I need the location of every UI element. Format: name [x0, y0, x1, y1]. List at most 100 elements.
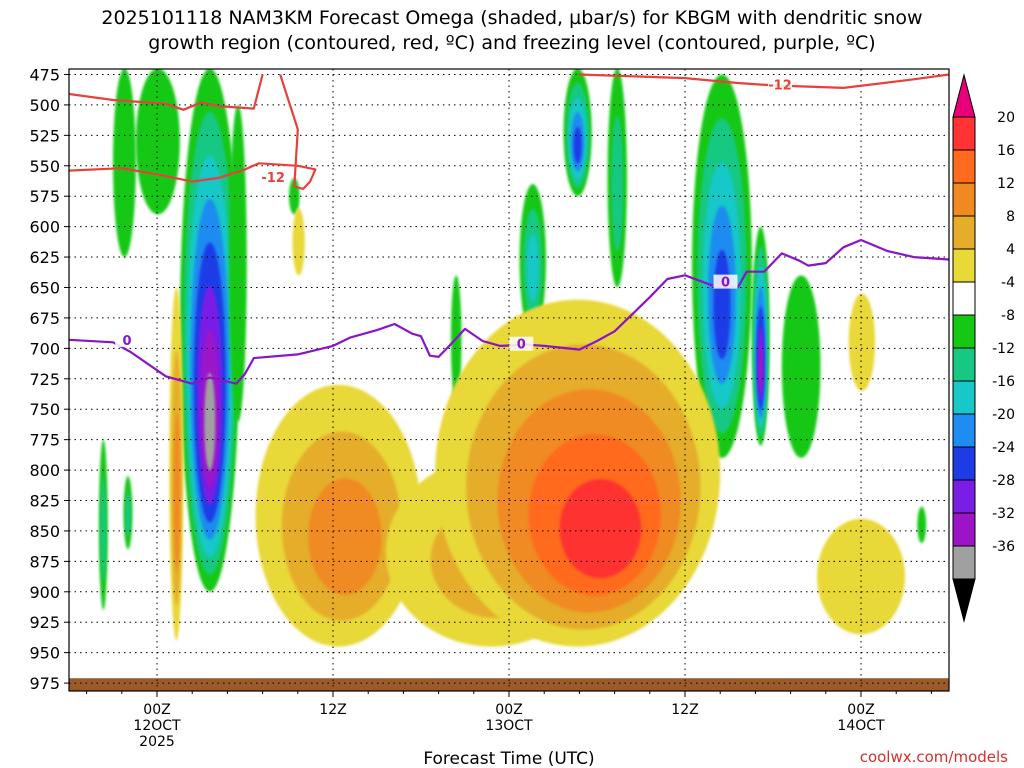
colorbar-label-3: 8	[1006, 209, 1015, 225]
colorbar-swatch-0	[952, 116, 976, 151]
omega-level--16	[526, 233, 539, 302]
terrain-fill	[69, 678, 949, 691]
omega-level--8	[781, 275, 821, 458]
x-tick-label-0-1: 12OCT	[133, 718, 181, 734]
colorbar-swatch-13	[952, 545, 976, 580]
colorbar-swatch-9	[952, 413, 976, 448]
x-tick-label-2-0: 00Z	[495, 702, 522, 718]
omega-field-positive-19	[169, 287, 184, 641]
y-tick-label-900: 900	[29, 583, 60, 602]
chart-title-line2: growth region (contoured, red, ºC) and f…	[148, 32, 875, 54]
contour-label-0-b: 0	[517, 338, 526, 353]
colorbar-swatch-7	[952, 347, 976, 382]
y-tick-label-525: 525	[29, 126, 60, 145]
contour-label-m12-b: -12	[768, 78, 792, 93]
colorbar-swatch-1	[952, 149, 976, 184]
contour-label-m12-a-bg	[261, 169, 286, 184]
colorbar-top-arrow	[952, 73, 976, 118]
colorbar-swatch-10	[952, 446, 976, 481]
colorbar-label-4: 4	[1006, 242, 1015, 258]
colorbar-label-11: -28	[992, 473, 1015, 489]
contour-label-m12-b-bg	[768, 77, 793, 92]
y-tick-label-775: 775	[29, 431, 60, 450]
omega-field-positive-16	[255, 384, 421, 647]
omega-field-negative-4	[135, 69, 180, 215]
contour-label-0-a: 0	[123, 334, 132, 349]
omega-field-negative-11	[751, 226, 770, 446]
y-tick-label-950: 950	[29, 644, 60, 663]
y-tick-label-975: 975	[29, 674, 60, 693]
y-tick-label-800: 800	[29, 461, 60, 480]
omega-level--8	[113, 69, 136, 258]
y-tick-label-750: 750	[29, 400, 60, 419]
colorbar-swatch-4	[952, 248, 976, 283]
chart-title-line1: 2025101118 NAM3KM Forecast Omega (shaded…	[101, 7, 922, 29]
contour-line-dendritic-growth-region-1	[69, 74, 317, 190]
omega-field-negative-13	[917, 506, 927, 544]
omega-level-12	[173, 413, 181, 571]
colorbar-label-9: -20	[992, 407, 1015, 423]
omega-field-negative-1	[123, 476, 133, 550]
omega-level--32	[758, 345, 763, 393]
omega-shading	[98, 69, 927, 647]
y-tick-label-475: 475	[29, 65, 60, 84]
omega-field-negative-9	[607, 69, 627, 288]
omega-field-negative-7	[519, 184, 546, 337]
omega-field-negative-3	[179, 69, 240, 592]
credit-text[interactable]: coolwx.com/models	[860, 748, 1008, 766]
omega-level--12	[100, 476, 107, 582]
omega-field-positive-20	[817, 518, 905, 635]
grid-lines	[69, 69, 949, 691]
omega-field-positive-18	[435, 299, 721, 647]
colorbar-label-6: -8	[1001, 308, 1015, 324]
colorbar-swatch-11	[952, 479, 976, 514]
x-tick-label-4-1: 14OCT	[837, 718, 885, 734]
omega-level--8	[917, 506, 927, 544]
colorbar-label-12: -32	[992, 506, 1015, 522]
y-tick-label-575: 575	[29, 187, 60, 206]
terrain-surface	[69, 678, 949, 691]
omega-level--24	[573, 126, 582, 164]
x-tick-label-0-2: 2025	[139, 734, 175, 750]
colorbar-label-2: 12	[997, 176, 1015, 192]
omega-level-4	[817, 518, 905, 635]
y-tick-label-650: 650	[29, 278, 60, 297]
colorbar: 20 16 12 8 4 -4 -8 -12 -16 -20 -24 -28 -32 -36	[952, 73, 1015, 623]
colorbar-swatch-6	[952, 314, 976, 349]
y-tick-label-500: 500	[29, 96, 60, 115]
omega-field-negative-12	[781, 275, 821, 458]
colorbar-swatch-3	[952, 215, 976, 250]
y-tick-label-875: 875	[29, 552, 60, 571]
x-axis-title: Forecast Time (UTC)	[423, 749, 594, 768]
omega-level--12	[125, 492, 131, 537]
colorbar-label-5: -4	[1001, 275, 1015, 291]
y-tick-label-925: 925	[29, 613, 60, 632]
y-tick-label-825: 825	[29, 492, 60, 511]
colorbar-swatch-12	[952, 512, 976, 547]
colorbar-swatch-5	[952, 281, 976, 316]
y-tick-label-700: 700	[29, 339, 60, 358]
omega-field-positive-22	[848, 293, 876, 391]
colorbar-swatch-2	[952, 182, 976, 217]
y-tick-label-600: 600	[29, 218, 60, 237]
colorbar-label-1: 16	[997, 143, 1015, 159]
omega-field-negative-2	[113, 69, 136, 258]
y-tick-label-550: 550	[29, 157, 60, 176]
y-tick-label-625: 625	[29, 248, 60, 267]
contour-label-0-b-bg	[509, 336, 534, 351]
omega-level-4	[292, 208, 305, 276]
omega-level-12	[308, 478, 382, 595]
colorbar-swatch-8	[952, 380, 976, 415]
contour-lines: -12 -12 0 0 0	[69, 73, 949, 385]
omega-field-negative-8	[563, 69, 592, 197]
omega-level--12	[611, 116, 624, 251]
omega-field-positive-21	[292, 208, 305, 276]
x-tick-label-1-0: 12Z	[319, 702, 346, 718]
contour-line-dendritic-growth-region-0	[69, 74, 264, 111]
colorbar-label-8: -16	[992, 374, 1015, 390]
colorbar-label-7: -12	[992, 341, 1015, 357]
y-tick-label-850: 850	[29, 522, 60, 541]
omega-level-4	[848, 293, 876, 391]
contour-label-0-c-bg	[713, 274, 738, 289]
y-axis: 475 500 525 550 575 600 625 650 675 700 725 750 775 8…	[29, 65, 69, 693]
